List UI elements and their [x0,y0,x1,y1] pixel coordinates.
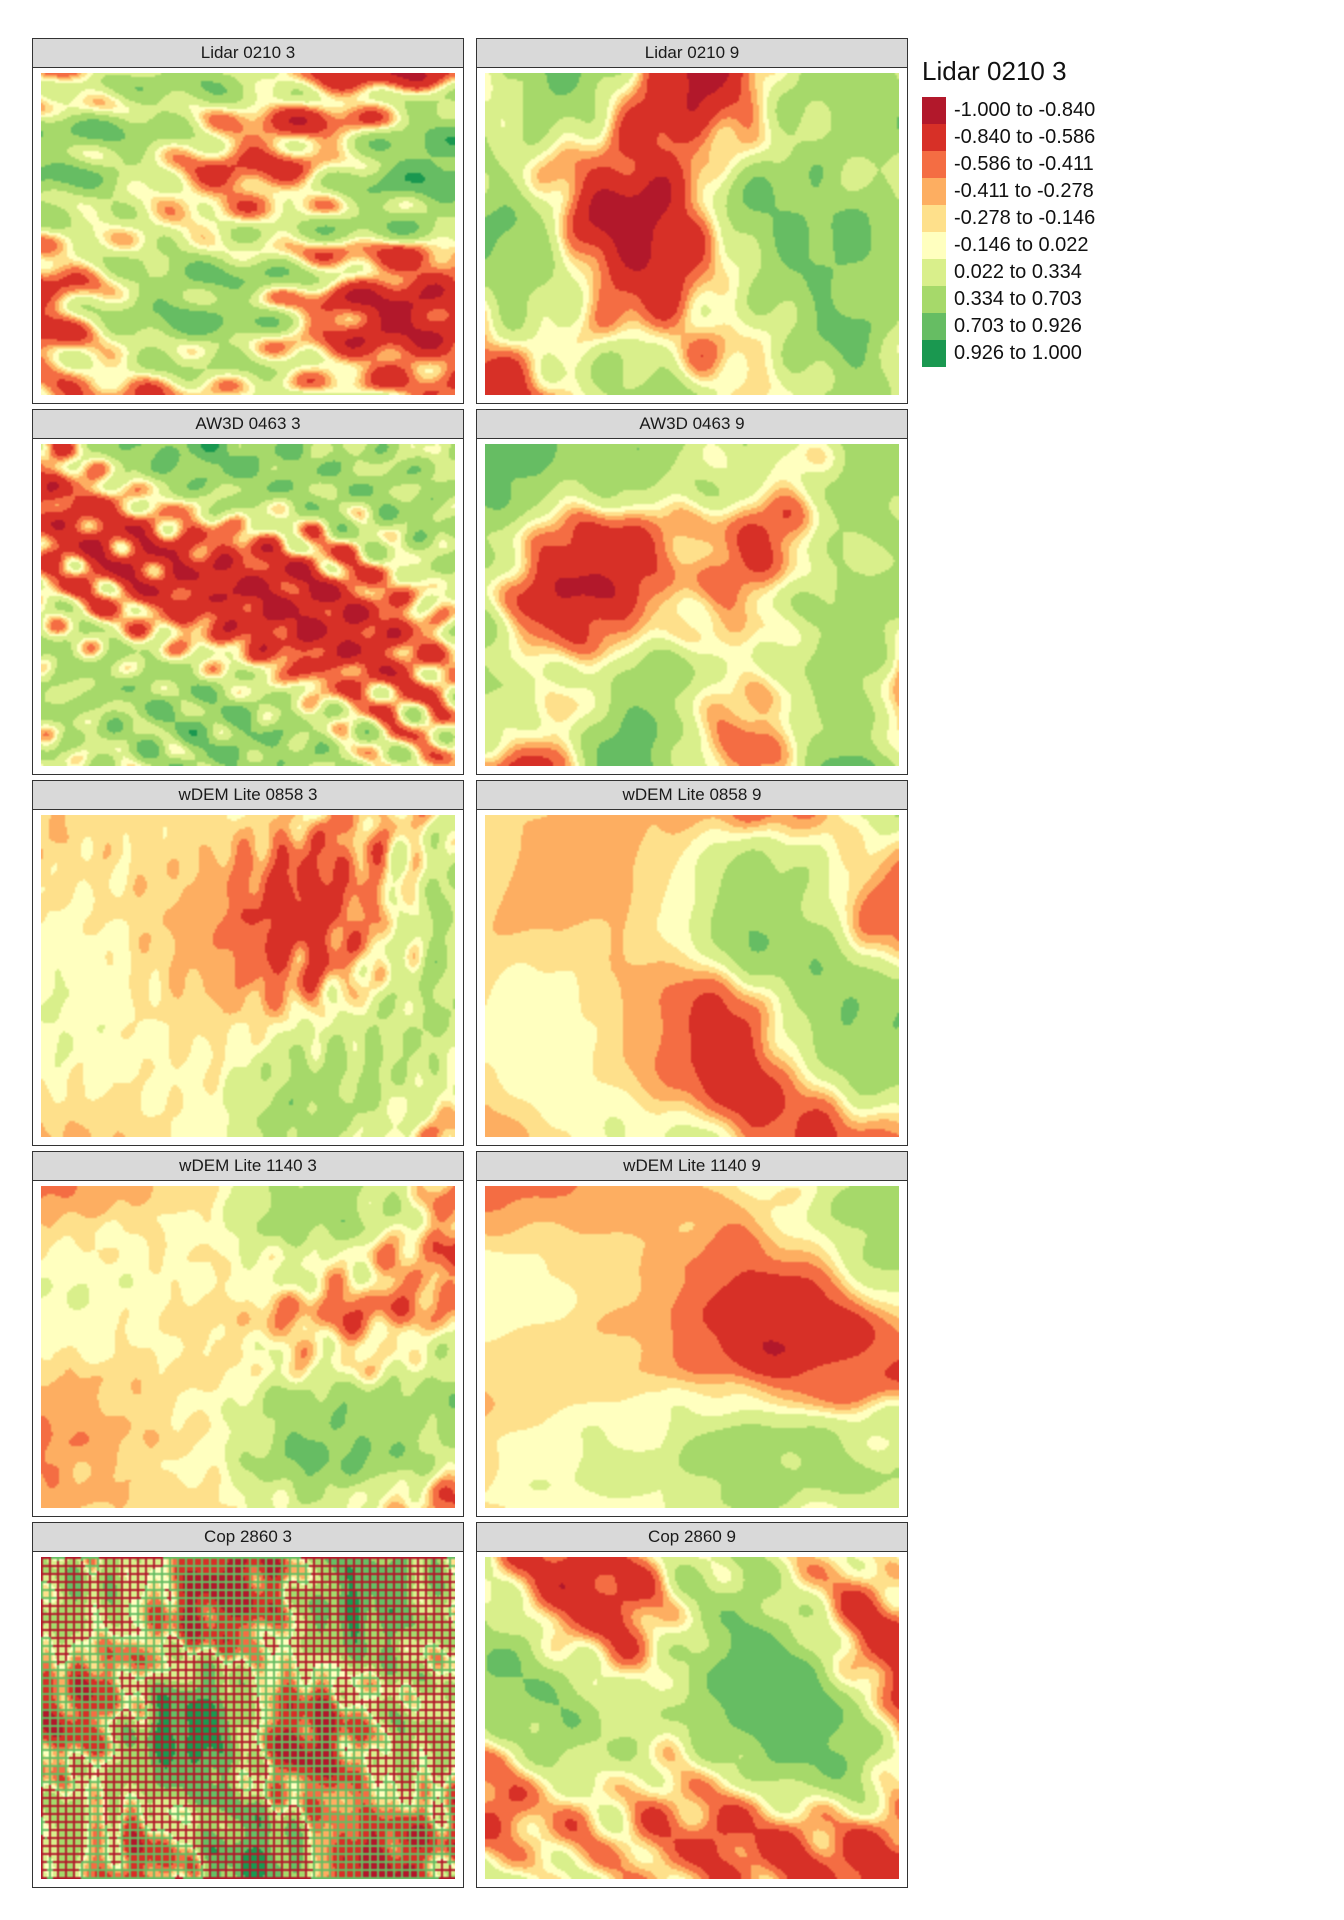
legend-label: -1.000 to -0.840 [954,99,1096,121]
map-panel-aw3d-0463-9: AW3D 0463 9 [476,409,908,775]
legend-swatch [922,124,946,151]
raster-map [41,444,455,766]
panel-title: Lidar 0210 9 [477,39,907,68]
legend-item: -0.411 to -0.278 [922,178,1095,205]
legend-label: 0.926 to 1.000 [954,342,1082,364]
panel-title: wDEM Lite 1140 9 [477,1152,907,1181]
map-panel-wdem-lite-0858-3: wDEM Lite 0858 3 [32,780,464,1146]
legend-item: -1.000 to -0.840 [922,97,1095,124]
legend-item: -0.146 to 0.022 [922,232,1095,259]
legend-item: 0.703 to 0.926 [922,313,1095,340]
legend-swatch [922,178,946,205]
legend-item: 0.926 to 1.000 [922,340,1095,367]
raster-map [485,1557,899,1879]
legend-swatch [922,151,946,178]
map-panel-wdem-lite-1140-3: wDEM Lite 1140 3 [32,1151,464,1517]
legend-label: 0.703 to 0.926 [954,315,1082,337]
raster-map [485,815,899,1137]
legend-item: 0.022 to 0.334 [922,259,1095,286]
panel-title: AW3D 0463 3 [33,410,463,439]
panel-title: Cop 2860 9 [477,1523,907,1552]
legend-item: 0.334 to 0.703 [922,286,1095,313]
legend-swatch [922,205,946,232]
panel-title: AW3D 0463 9 [477,410,907,439]
legend-label: -0.278 to -0.146 [954,207,1096,229]
legend-label: 0.022 to 0.334 [954,261,1082,283]
legend-item: -0.278 to -0.146 [922,205,1095,232]
legend-swatch [922,259,946,286]
legend-items: -1.000 to -0.840 -0.840 to -0.586 -0.586 t… [922,97,1095,367]
raster-map [485,1186,899,1508]
panel-title: wDEM Lite 0858 3 [33,781,463,810]
raster-map [41,1557,455,1879]
legend-item: -0.840 to -0.586 [922,124,1095,151]
legend-label: -0.586 to -0.411 [954,153,1094,175]
map-panel-lidar-0210-3: Lidar 0210 3 [32,38,464,404]
raster-map [41,815,455,1137]
legend-swatch [922,340,946,367]
legend-swatch [922,313,946,340]
raster-map [41,73,455,395]
map-panel-aw3d-0463-3: AW3D 0463 3 [32,409,464,775]
raster-map [485,73,899,395]
legend-label: -0.840 to -0.586 [954,126,1096,148]
legend-label: -0.411 to -0.278 [954,180,1094,202]
legend-label: 0.334 to 0.703 [954,288,1082,310]
legend-title: Lidar 0210 3 [922,56,1067,86]
map-legend: Lidar 0210 3 -1.000 to -0.840 -0.840 to -… [922,56,1095,367]
map-panel-wdem-lite-0858-9: wDEM Lite 0858 9 [476,780,908,1146]
raster-map [485,444,899,766]
map-panel-cop-2860-3: Cop 2860 3 [32,1522,464,1888]
legend-swatch [922,286,946,313]
panel-title: wDEM Lite 0858 9 [477,781,907,810]
legend-swatch [922,97,946,124]
legend-label: -0.146 to 0.022 [954,234,1089,256]
legend-swatch [922,232,946,259]
map-panel-lidar-0210-9: Lidar 0210 9 [476,38,908,404]
map-panel-wdem-lite-1140-9: wDEM Lite 1140 9 [476,1151,908,1517]
raster-map [41,1186,455,1508]
panel-title: wDEM Lite 1140 3 [33,1152,463,1181]
panel-title: Lidar 0210 3 [33,39,463,68]
legend-item: -0.586 to -0.411 [922,151,1095,178]
panel-title: Cop 2860 3 [33,1523,463,1552]
map-panel-cop-2860-9: Cop 2860 9 [476,1522,908,1888]
